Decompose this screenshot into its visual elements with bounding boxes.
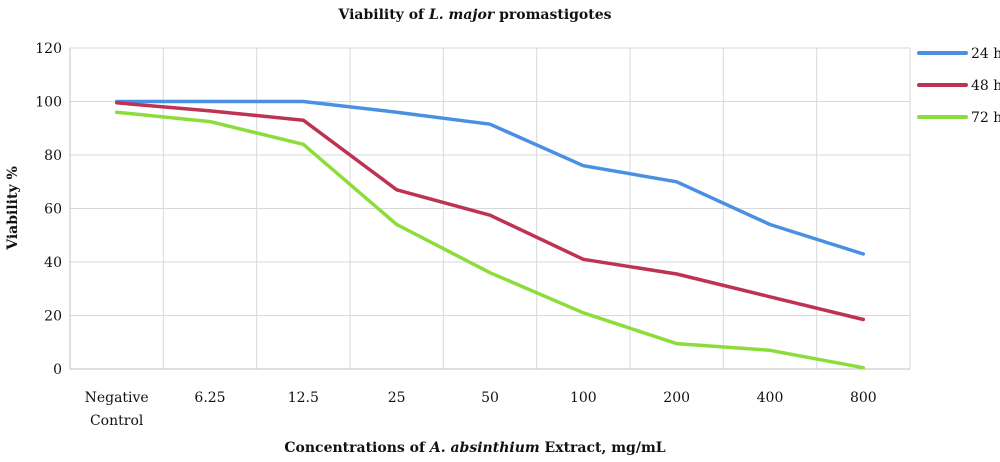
chart-title-italic: L. major bbox=[428, 7, 496, 23]
x-tick-label: 800 bbox=[850, 390, 877, 406]
legend-label: 48 h bbox=[971, 78, 1000, 94]
x-axis-label: Concentrations of A. absinthium Extract,… bbox=[284, 440, 665, 456]
x-tick-label: 50 bbox=[481, 390, 499, 406]
chart-title-suffix: promastigotes bbox=[494, 7, 611, 23]
y-axis-ticks: 0 20 40 60 80 100 120 bbox=[35, 41, 62, 378]
gridlines bbox=[69, 47, 911, 369]
y-axis-label: Viability % bbox=[5, 166, 21, 251]
x-tick-label: 6.25 bbox=[194, 390, 225, 406]
y-tick-label: 80 bbox=[44, 148, 62, 164]
series-line-72-h bbox=[114, 110, 866, 370]
x-tick-label: 25 bbox=[388, 390, 406, 406]
x-axis-ticks: Negative Control 6.25 12.5 25 50 100 200 400 800 bbox=[85, 390, 877, 429]
y-tick-label: 20 bbox=[44, 309, 62, 325]
x-axis-label-suffix: Extract, mg/mL bbox=[540, 440, 666, 456]
legend: 24 h 48 h 72 h bbox=[917, 46, 1000, 126]
y-tick-label: 0 bbox=[53, 362, 62, 378]
x-tick-label: 100 bbox=[570, 390, 597, 406]
legend-label: 24 h bbox=[971, 46, 1000, 62]
series-line-48-h bbox=[114, 101, 866, 322]
x-axis-label-italic: A. absinthium bbox=[428, 440, 540, 456]
y-tick-label: 60 bbox=[44, 202, 62, 218]
y-tick-label: 120 bbox=[35, 41, 62, 57]
x-tick-label: 12.5 bbox=[288, 390, 319, 406]
x-axis-label-prefix: Concentrations of bbox=[284, 440, 429, 456]
x-tick-label: 200 bbox=[663, 390, 690, 406]
chart-title: Viability of L. major promastigotes bbox=[337, 7, 611, 23]
chart-title-prefix: Viability of bbox=[337, 7, 428, 23]
axes bbox=[69, 48, 910, 370]
y-tick-label: 100 bbox=[35, 95, 62, 111]
series-lines bbox=[114, 99, 866, 370]
legend-label: 72 h bbox=[971, 110, 1000, 126]
x-tick-label: 400 bbox=[757, 390, 784, 406]
series-line-24-h bbox=[114, 99, 866, 256]
y-tick-label: 40 bbox=[44, 255, 62, 271]
x-tick-label: Negative Control bbox=[85, 390, 149, 429]
